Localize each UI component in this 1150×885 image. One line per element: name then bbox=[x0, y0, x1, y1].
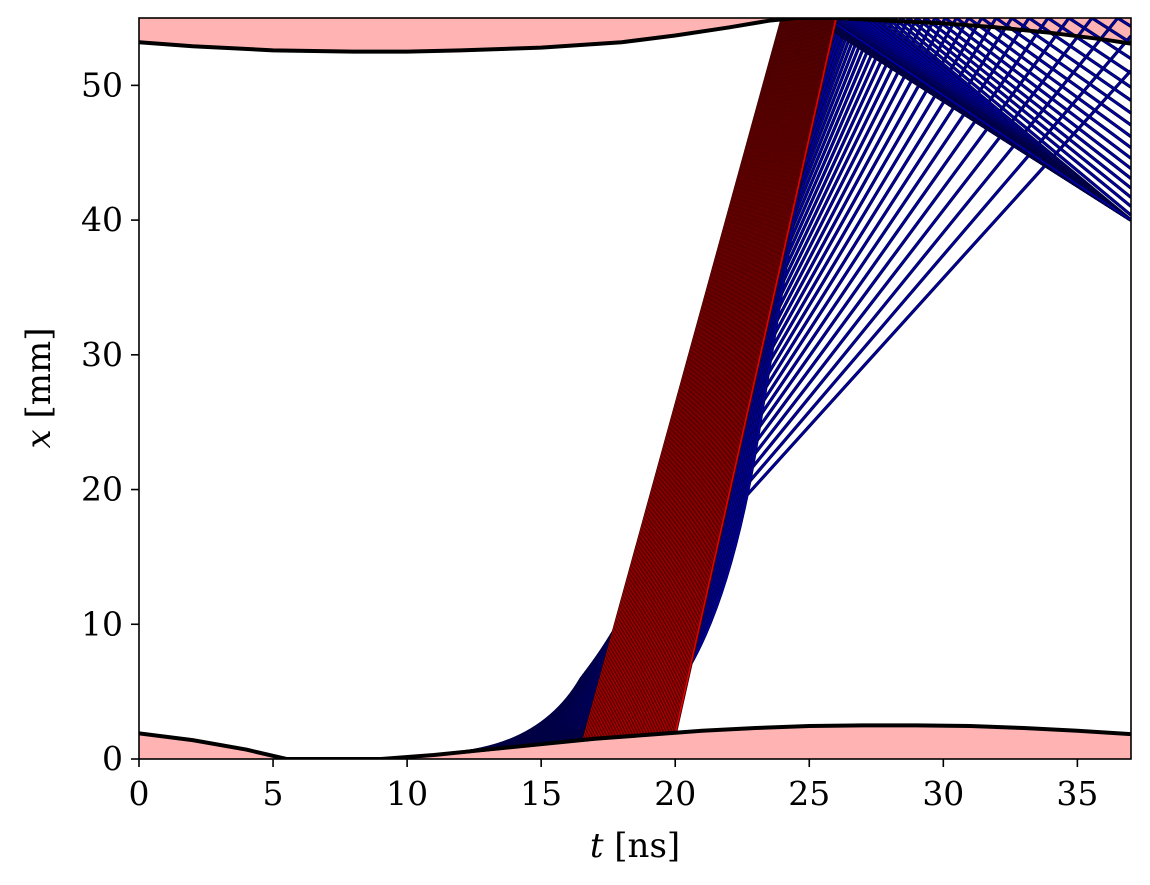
x-tick-label-20: 20 bbox=[654, 774, 696, 813]
y-tick-label-30: 30 bbox=[81, 335, 123, 374]
red-ray-bundle bbox=[582, 18, 838, 740]
y-tick-label-50: 50 bbox=[81, 65, 123, 104]
lower-wall-fill bbox=[139, 725, 1131, 759]
y-tick-label-0: 0 bbox=[102, 739, 123, 778]
x-tick-label-35: 35 bbox=[1056, 774, 1098, 813]
y-tick-label-20: 20 bbox=[81, 470, 123, 509]
red-ray-core-59 bbox=[674, 18, 837, 734]
x-tick-label-25: 25 bbox=[788, 774, 830, 813]
x-axis-label: t [ns] bbox=[590, 826, 680, 866]
lower-boundary-line bbox=[139, 723, 1131, 759]
x-tick-label-0: 0 bbox=[129, 774, 150, 813]
x-tick-label-10: 10 bbox=[386, 774, 428, 813]
y-axis-label: x [mm] bbox=[19, 327, 59, 448]
y-tick-label-10: 10 bbox=[81, 604, 123, 643]
wall-regions bbox=[139, 18, 1131, 759]
x-tick-label-15: 15 bbox=[520, 774, 562, 813]
upper-wall-fill bbox=[139, 18, 1131, 52]
y-tick-label-40: 40 bbox=[81, 200, 123, 239]
y-axis-ticks: 0 10 20 30 40 50 bbox=[81, 65, 139, 778]
plot-frame bbox=[138, 17, 1132, 760]
x-tick-label-30: 30 bbox=[922, 774, 964, 813]
x-tick-label-5: 5 bbox=[263, 774, 284, 813]
x-axis-ticks: 0 5 10 15 20 25 30 35 bbox=[129, 759, 1098, 813]
boundary-curves bbox=[139, 18, 1131, 759]
upper-boundary-line bbox=[139, 18, 1131, 54]
